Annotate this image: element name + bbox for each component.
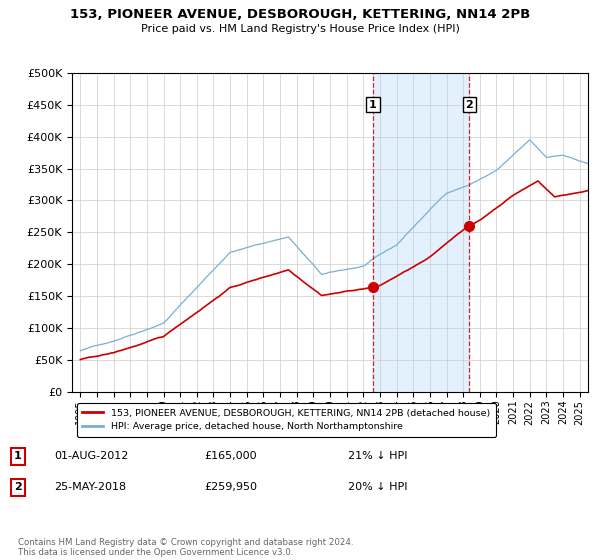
Text: Contains HM Land Registry data © Crown copyright and database right 2024.
This d: Contains HM Land Registry data © Crown c… [18,538,353,557]
Text: 1: 1 [14,451,22,461]
Text: 25-MAY-2018: 25-MAY-2018 [54,482,126,492]
Text: 2: 2 [466,100,473,110]
Bar [373,73,469,392]
Text: 01-AUG-2012: 01-AUG-2012 [54,451,128,461]
Text: 21% ↓ HPI: 21% ↓ HPI [348,451,407,461]
Text: Price paid vs. HM Land Registry's House Price Index (HPI): Price paid vs. HM Land Registry's House … [140,24,460,34]
Text: 1: 1 [369,100,377,110]
Text: 20% ↓ HPI: 20% ↓ HPI [348,482,407,492]
Text: £165,000: £165,000 [204,451,257,461]
Text: £259,950: £259,950 [204,482,257,492]
Text: 153, PIONEER AVENUE, DESBOROUGH, KETTERING, NN14 2PB: 153, PIONEER AVENUE, DESBOROUGH, KETTERI… [70,8,530,21]
Text: 2: 2 [14,482,22,492]
Legend: 153, PIONEER AVENUE, DESBOROUGH, KETTERING, NN14 2PB (detached house), HPI: Aver: 153, PIONEER AVENUE, DESBOROUGH, KETTERI… [77,403,496,437]
